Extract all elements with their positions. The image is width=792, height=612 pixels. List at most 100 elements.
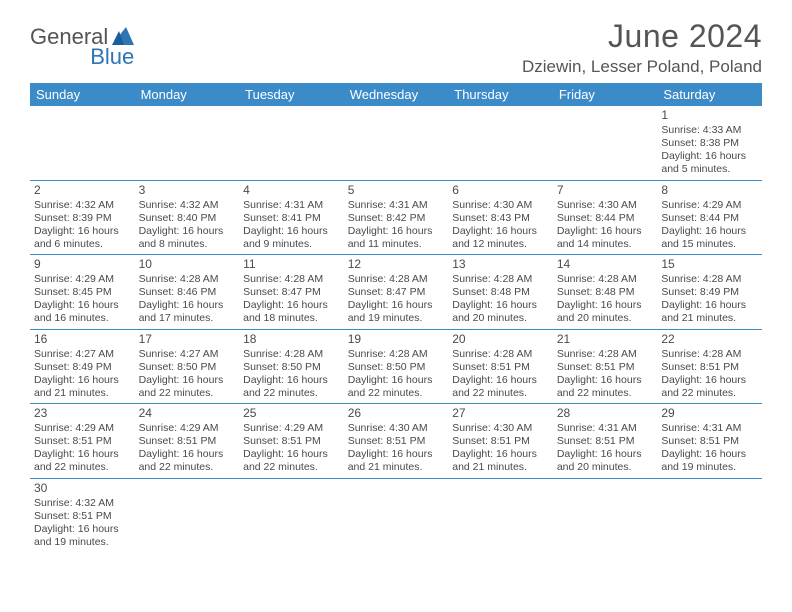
- daylight-line: Daylight: 16 hours and 20 minutes.: [557, 448, 654, 474]
- day-number: 22: [661, 332, 758, 347]
- daylight-line: Daylight: 16 hours and 22 minutes.: [452, 374, 549, 400]
- daylight-line: Daylight: 16 hours and 12 minutes.: [452, 225, 549, 251]
- day-cell: 5Sunrise: 4:31 AMSunset: 8:42 PMDaylight…: [344, 180, 449, 255]
- sunset-line: Sunset: 8:47 PM: [243, 286, 340, 299]
- day-number: 9: [34, 257, 131, 272]
- sunset-line: Sunset: 8:51 PM: [452, 361, 549, 374]
- day-cell: 14Sunrise: 4:28 AMSunset: 8:48 PMDayligh…: [553, 255, 658, 330]
- sunset-line: Sunset: 8:51 PM: [557, 435, 654, 448]
- daylight-line: Daylight: 16 hours and 21 minutes.: [34, 374, 131, 400]
- sunset-line: Sunset: 8:46 PM: [139, 286, 236, 299]
- location-text: Dziewin, Lesser Poland, Poland: [522, 57, 762, 77]
- sunset-line: Sunset: 8:49 PM: [661, 286, 758, 299]
- daylight-line: Daylight: 16 hours and 22 minutes.: [243, 448, 340, 474]
- day-number: 27: [452, 406, 549, 421]
- day-cell: 21Sunrise: 4:28 AMSunset: 8:51 PMDayligh…: [553, 329, 658, 404]
- header: GeneralBlue June 2024 Dziewin, Lesser Po…: [30, 18, 762, 77]
- day-cell: 7Sunrise: 4:30 AMSunset: 8:44 PMDaylight…: [553, 180, 658, 255]
- calendar-row: 9Sunrise: 4:29 AMSunset: 8:45 PMDaylight…: [30, 255, 762, 330]
- weekday-header: Monday: [135, 83, 240, 106]
- sunset-line: Sunset: 8:45 PM: [34, 286, 131, 299]
- daylight-line: Daylight: 16 hours and 19 minutes.: [34, 523, 131, 549]
- sunrise-line: Sunrise: 4:29 AM: [243, 422, 340, 435]
- sunset-line: Sunset: 8:39 PM: [34, 212, 131, 225]
- day-cell: 17Sunrise: 4:27 AMSunset: 8:50 PMDayligh…: [135, 329, 240, 404]
- daylight-line: Daylight: 16 hours and 11 minutes.: [348, 225, 445, 251]
- sunset-line: Sunset: 8:51 PM: [661, 435, 758, 448]
- day-cell: 25Sunrise: 4:29 AMSunset: 8:51 PMDayligh…: [239, 404, 344, 479]
- sunrise-line: Sunrise: 4:28 AM: [452, 348, 549, 361]
- day-cell: 18Sunrise: 4:28 AMSunset: 8:50 PMDayligh…: [239, 329, 344, 404]
- sunset-line: Sunset: 8:51 PM: [348, 435, 445, 448]
- day-cell: 6Sunrise: 4:30 AMSunset: 8:43 PMDaylight…: [448, 180, 553, 255]
- calendar-row: 1Sunrise: 4:33 AMSunset: 8:38 PMDaylight…: [30, 106, 762, 180]
- sunset-line: Sunset: 8:49 PM: [34, 361, 131, 374]
- daylight-line: Daylight: 16 hours and 8 minutes.: [139, 225, 236, 251]
- day-cell: 26Sunrise: 4:30 AMSunset: 8:51 PMDayligh…: [344, 404, 449, 479]
- empty-cell: [239, 478, 344, 552]
- sunset-line: Sunset: 8:40 PM: [139, 212, 236, 225]
- sunset-line: Sunset: 8:50 PM: [139, 361, 236, 374]
- day-cell: 28Sunrise: 4:31 AMSunset: 8:51 PMDayligh…: [553, 404, 658, 479]
- empty-cell: [30, 106, 135, 180]
- day-number: 1: [661, 108, 758, 123]
- day-cell: 13Sunrise: 4:28 AMSunset: 8:48 PMDayligh…: [448, 255, 553, 330]
- day-cell: 10Sunrise: 4:28 AMSunset: 8:46 PMDayligh…: [135, 255, 240, 330]
- sunrise-line: Sunrise: 4:31 AM: [243, 199, 340, 212]
- sunset-line: Sunset: 8:51 PM: [34, 435, 131, 448]
- sunrise-line: Sunrise: 4:30 AM: [557, 199, 654, 212]
- sunset-line: Sunset: 8:51 PM: [243, 435, 340, 448]
- day-number: 29: [661, 406, 758, 421]
- daylight-line: Daylight: 16 hours and 22 minutes.: [348, 374, 445, 400]
- sunset-line: Sunset: 8:51 PM: [34, 510, 131, 523]
- weekday-header: Thursday: [448, 83, 553, 106]
- title-block: June 2024 Dziewin, Lesser Poland, Poland: [522, 18, 762, 77]
- day-number: 18: [243, 332, 340, 347]
- daylight-line: Daylight: 16 hours and 17 minutes.: [139, 299, 236, 325]
- day-number: 17: [139, 332, 236, 347]
- sunset-line: Sunset: 8:47 PM: [348, 286, 445, 299]
- day-number: 14: [557, 257, 654, 272]
- day-number: 6: [452, 183, 549, 198]
- daylight-line: Daylight: 16 hours and 22 minutes.: [243, 374, 340, 400]
- daylight-line: Daylight: 16 hours and 20 minutes.: [557, 299, 654, 325]
- sunset-line: Sunset: 8:50 PM: [243, 361, 340, 374]
- day-cell: 8Sunrise: 4:29 AMSunset: 8:44 PMDaylight…: [657, 180, 762, 255]
- daylight-line: Daylight: 16 hours and 22 minutes.: [557, 374, 654, 400]
- day-cell: 30Sunrise: 4:32 AMSunset: 8:51 PMDayligh…: [30, 478, 135, 552]
- daylight-line: Daylight: 16 hours and 5 minutes.: [661, 150, 758, 176]
- sunrise-line: Sunrise: 4:27 AM: [139, 348, 236, 361]
- calendar-row: 2Sunrise: 4:32 AMSunset: 8:39 PMDaylight…: [30, 180, 762, 255]
- day-number: 24: [139, 406, 236, 421]
- day-number: 23: [34, 406, 131, 421]
- weekday-header: Tuesday: [239, 83, 344, 106]
- day-number: 30: [34, 481, 131, 496]
- day-number: 26: [348, 406, 445, 421]
- sunrise-line: Sunrise: 4:30 AM: [348, 422, 445, 435]
- sunrise-line: Sunrise: 4:29 AM: [34, 273, 131, 286]
- sunrise-line: Sunrise: 4:28 AM: [661, 348, 758, 361]
- calendar-row: 23Sunrise: 4:29 AMSunset: 8:51 PMDayligh…: [30, 404, 762, 479]
- sunrise-line: Sunrise: 4:32 AM: [139, 199, 236, 212]
- empty-cell: [448, 106, 553, 180]
- month-title: June 2024: [522, 18, 762, 55]
- day-number: 11: [243, 257, 340, 272]
- sunset-line: Sunset: 8:43 PM: [452, 212, 549, 225]
- daylight-line: Daylight: 16 hours and 16 minutes.: [34, 299, 131, 325]
- calendar-row: 30Sunrise: 4:32 AMSunset: 8:51 PMDayligh…: [30, 478, 762, 552]
- weekday-header: Saturday: [657, 83, 762, 106]
- day-cell: 23Sunrise: 4:29 AMSunset: 8:51 PMDayligh…: [30, 404, 135, 479]
- sunrise-line: Sunrise: 4:32 AM: [34, 199, 131, 212]
- empty-cell: [553, 478, 658, 552]
- sunset-line: Sunset: 8:48 PM: [452, 286, 549, 299]
- sunset-line: Sunset: 8:42 PM: [348, 212, 445, 225]
- empty-cell: [135, 478, 240, 552]
- sunrise-line: Sunrise: 4:31 AM: [661, 422, 758, 435]
- daylight-line: Daylight: 16 hours and 21 minutes.: [661, 299, 758, 325]
- day-cell: 24Sunrise: 4:29 AMSunset: 8:51 PMDayligh…: [135, 404, 240, 479]
- weekday-header: Friday: [553, 83, 658, 106]
- sunrise-line: Sunrise: 4:28 AM: [243, 273, 340, 286]
- day-number: 13: [452, 257, 549, 272]
- sunset-line: Sunset: 8:38 PM: [661, 137, 758, 150]
- day-cell: 19Sunrise: 4:28 AMSunset: 8:50 PMDayligh…: [344, 329, 449, 404]
